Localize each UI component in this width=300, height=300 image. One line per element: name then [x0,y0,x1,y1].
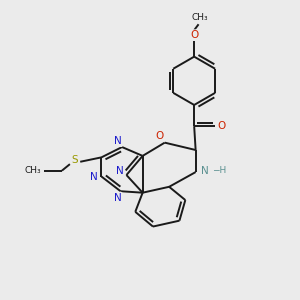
Text: N: N [201,166,209,176]
Text: N: N [114,136,122,146]
Text: −H: −H [212,166,227,175]
Text: CH₃: CH₃ [25,166,41,175]
Text: O: O [155,131,164,141]
Text: CH₃: CH₃ [192,13,208,22]
Text: O: O [218,121,226,131]
Text: S: S [72,155,78,165]
Text: N: N [116,166,124,176]
Text: N: N [90,172,98,182]
Text: N: N [114,193,122,203]
Text: O: O [190,30,198,40]
